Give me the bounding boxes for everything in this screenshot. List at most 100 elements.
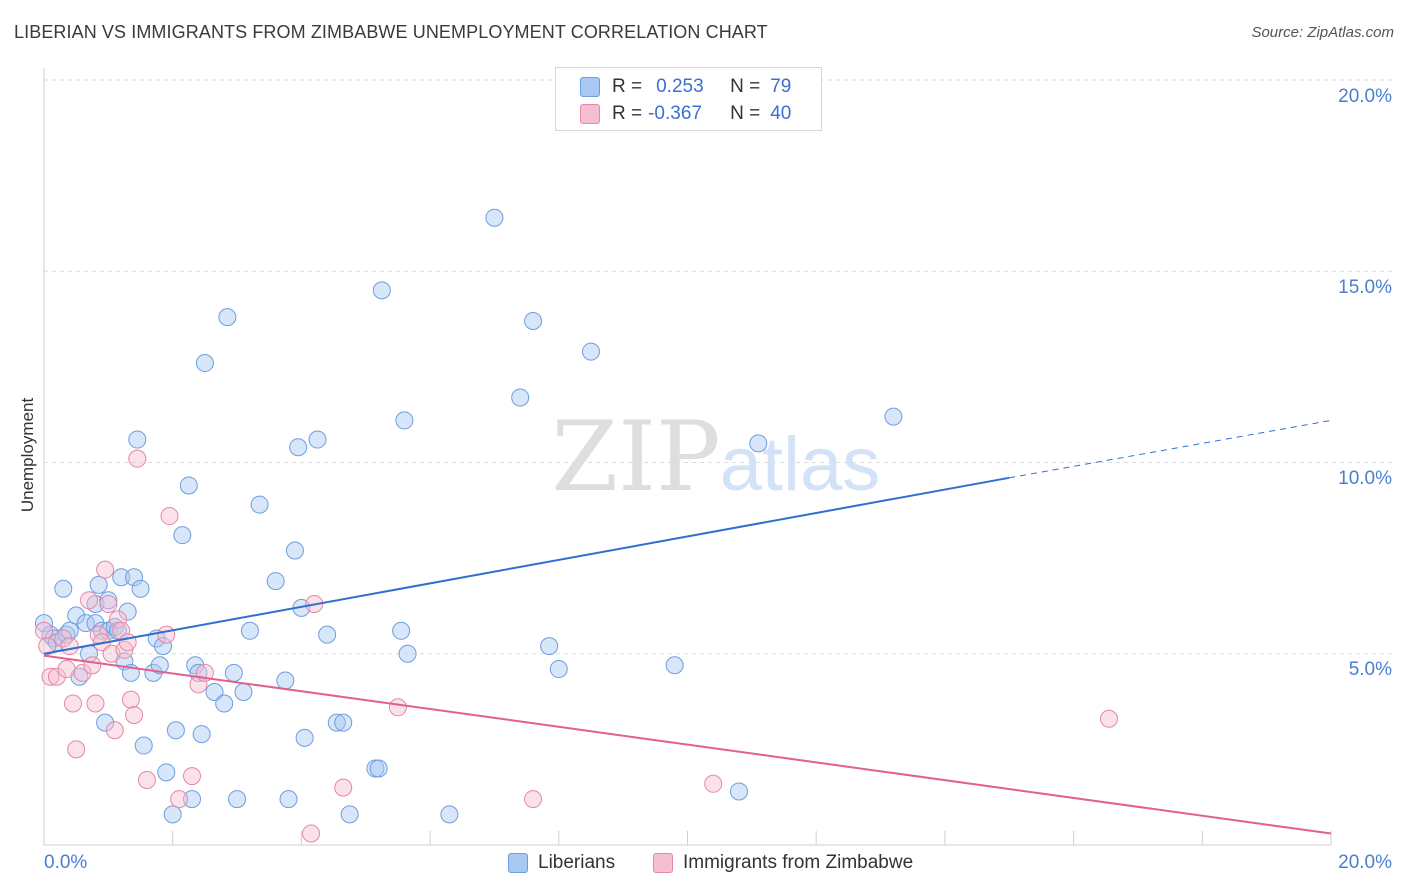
legend-r-label: R = (612, 103, 643, 124)
liberian-point (89, 575, 108, 594)
zimbabwe-point (121, 690, 140, 709)
liberian-point (250, 495, 269, 514)
liberian-point (54, 579, 73, 598)
trend-lines (43, 419, 1332, 835)
legend-label-zimbabwe: Immigrants from Zimbabwe (683, 852, 914, 873)
liberian-point (308, 430, 327, 449)
zimbabwe-point (125, 705, 144, 724)
source-label: Source: ZipAtlas.com (1251, 24, 1394, 41)
gridlines (44, 79, 1392, 655)
legend-swatch-blue (580, 77, 600, 97)
zimbabwe-point (183, 767, 202, 786)
legend-n-value: 79 (770, 76, 792, 97)
liberian-point (276, 671, 295, 690)
y-tick-20: 20.0% (1338, 86, 1392, 107)
x-tick-0: 0.0% (44, 852, 88, 873)
legend-row-liberians: R = 0.253 N = 79 (580, 74, 791, 100)
zimbabwe-point (96, 560, 115, 579)
zimbabwe-point (109, 610, 128, 629)
liberian-point (289, 438, 308, 457)
zimbabwe-point (54, 629, 73, 648)
liberian-point (295, 728, 314, 747)
zimbabwe-point (334, 778, 353, 797)
liberian-point (134, 736, 153, 755)
y-tick-15: 15.0% (1338, 277, 1392, 298)
watermark-atlas: atlas (720, 422, 881, 507)
zimbabwe-point (99, 595, 118, 614)
liberian-point (729, 782, 748, 801)
liberian-point (150, 656, 169, 675)
liberian-point (485, 208, 504, 227)
liberian-point (215, 694, 234, 713)
liberian-point (192, 725, 211, 744)
zimbabwe-point (73, 663, 92, 682)
zimbabwe-point (41, 667, 60, 686)
zimbabwe-point (704, 774, 723, 793)
legend-r-label: R = (612, 76, 643, 97)
liberian-point (749, 434, 768, 453)
zimbabwe-point (67, 740, 86, 759)
liberian-point (372, 281, 391, 300)
liberian-point (540, 637, 559, 656)
zimbabwe-point (137, 770, 156, 789)
watermark: ZIP atlas (551, 401, 880, 513)
liberian-point (173, 526, 192, 545)
legend-item-liberians[interactable]: Liberians (508, 852, 615, 874)
liberian-point (224, 663, 243, 682)
liberian-point (279, 790, 298, 809)
zimbabwe-point (80, 591, 99, 610)
liberian-point (581, 342, 600, 361)
zimbabwe-point (1099, 709, 1118, 728)
liberian-trend-line (43, 476, 1010, 655)
liberian-point (398, 644, 417, 663)
liberian-point (163, 805, 182, 824)
legend-row-zimbabwe: R = -0.367 N = 40 (580, 101, 791, 127)
liberian-point (131, 579, 150, 598)
zimbabwe-point (63, 694, 82, 713)
liberian-point (99, 591, 118, 610)
liberian-point (67, 606, 86, 625)
liberian-point (112, 568, 131, 587)
zimbabwe-point (38, 637, 57, 656)
liberian-point (524, 311, 543, 330)
zimbabwe-point (57, 660, 76, 679)
data-points (35, 208, 1118, 843)
liberian-point (318, 625, 337, 644)
liberian-point (35, 614, 53, 633)
zimbabwe-point (118, 633, 137, 652)
watermark-zip: ZIP (551, 401, 720, 513)
liberian-point (195, 354, 214, 373)
liberian-point (327, 713, 346, 732)
liberian-point (369, 759, 388, 778)
liberian-point (884, 407, 903, 426)
legend-r-value: -0.367 (648, 103, 702, 124)
liberian-point (118, 602, 137, 621)
liberian-point (218, 308, 237, 327)
zimbabwe-point (302, 824, 321, 843)
legend-n-value: 40 (770, 103, 792, 124)
series-legend: Liberians Immigrants from Zimbabwe (0, 852, 1406, 878)
legend-swatch-blue (508, 853, 528, 873)
liberian-point (96, 713, 115, 732)
liberian-point (179, 476, 198, 495)
zimbabwe-point (105, 721, 124, 740)
x-tick-20: 20.0% (1338, 852, 1392, 873)
y-tick-10: 10.0% (1338, 468, 1392, 489)
legend-swatch-pink (653, 853, 673, 873)
liberian-point (266, 572, 285, 591)
liberian-point (340, 805, 359, 824)
zimbabwe-point (60, 637, 79, 656)
liberian-point (549, 660, 568, 679)
liberian-point (665, 656, 684, 675)
legend-item-zimbabwe[interactable]: Immigrants from Zimbabwe (653, 852, 913, 874)
liberian-point (166, 721, 185, 740)
liberian-point (60, 621, 79, 640)
zimbabwe-point (35, 621, 53, 640)
liberian-point (240, 621, 259, 640)
liberian-point (511, 388, 530, 407)
liberian-point (392, 621, 411, 640)
legend-swatch-pink (580, 104, 600, 124)
liberian-point (128, 430, 147, 449)
zimbabwe-point (157, 625, 176, 644)
